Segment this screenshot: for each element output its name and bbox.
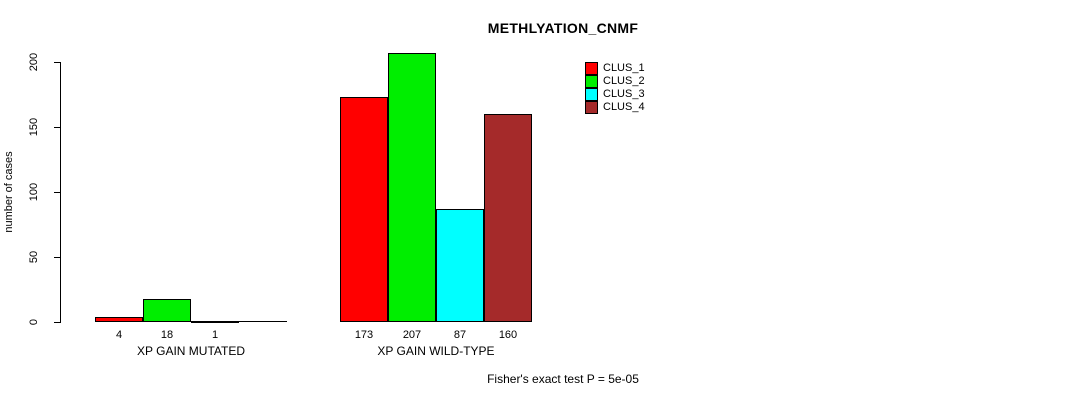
bar-clus_3-group2	[436, 209, 484, 322]
bar-clus_3-group1	[191, 321, 239, 323]
bar-value-label: 160	[498, 329, 518, 341]
legend-swatch-icon	[585, 75, 598, 88]
y-tick-label: 100	[28, 182, 40, 202]
bar-value-label: 207	[402, 329, 422, 341]
legend-swatch-icon	[585, 101, 598, 114]
bar-clus_1-group1	[95, 317, 143, 322]
y-tick-label: 200	[28, 52, 40, 72]
legend-swatch-icon	[585, 88, 598, 101]
legend-item-clus_2: CLUS_2	[585, 75, 645, 88]
y-axis-label: number of cases	[3, 151, 15, 233]
legend-label: CLUS_1	[603, 62, 645, 74]
legend: CLUS_1 CLUS_2 CLUS_3 CLUS_4	[585, 62, 645, 114]
y-axis-line	[60, 62, 61, 323]
legend-label: CLUS_3	[603, 88, 645, 100]
y-tick-mark	[54, 62, 60, 63]
legend-swatch-icon	[585, 62, 598, 75]
legend-item-clus_1: CLUS_1	[585, 62, 645, 75]
bar-value-label: 4	[115, 329, 123, 341]
y-tick-mark	[54, 257, 60, 258]
legend-item-clus_3: CLUS_3	[585, 88, 645, 101]
y-tick-label: 150	[28, 117, 40, 137]
chart-title: METHLYATION_CNMF	[487, 20, 639, 36]
plot-area: 0 50 100 150 200 4 173 18 207 1 87 160 XP GAIN MUT…	[28, 53, 550, 395]
bar-value-label: 173	[354, 329, 374, 341]
bar-clus_1-group2	[340, 97, 388, 322]
bar-value-label: 1	[211, 329, 219, 341]
y-tick-mark	[54, 192, 60, 193]
group-label-2: XP GAIN WILD-TYPE	[377, 344, 495, 358]
legend-label: CLUS_4	[603, 101, 645, 113]
legend-item-clus_4: CLUS_4	[585, 101, 645, 114]
bar-value-label: 87	[453, 329, 467, 341]
bar-clus_2-group2	[388, 53, 436, 322]
bar-clus_4-group2	[484, 114, 532, 322]
y-tick-label: 0	[28, 318, 40, 326]
bar-clus_4-group1	[239, 321, 287, 322]
bar-clus_2-group1	[143, 299, 191, 322]
legend-label: CLUS_2	[603, 75, 645, 87]
annotation-text: Fisher's exact test P = 5e-05	[487, 372, 639, 386]
y-tick-mark	[54, 127, 60, 128]
group-label-1: XP GAIN MUTATED	[136, 344, 245, 358]
y-tick-label: 50	[28, 250, 40, 264]
bar-value-label: 18	[160, 329, 174, 341]
y-tick-mark	[54, 322, 60, 323]
